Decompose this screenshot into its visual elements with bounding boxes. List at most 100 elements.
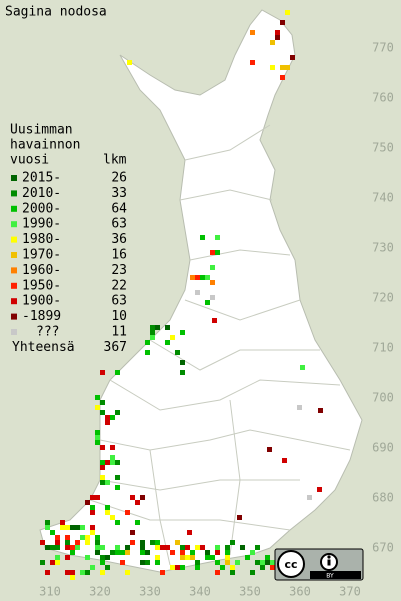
- legend-swatch: [11, 175, 17, 181]
- observation-square: [285, 65, 290, 70]
- observation-square: [175, 540, 180, 545]
- y-axis-label: 680: [372, 491, 394, 505]
- observation-square: [115, 370, 120, 375]
- legend-swatch: [11, 282, 17, 289]
- observation-square: [212, 318, 217, 323]
- x-axis-labels: 310 320 330 340 350 360 370: [39, 585, 361, 599]
- observation-square: [205, 275, 210, 280]
- observation-square: [140, 550, 145, 555]
- observation-square: [70, 545, 75, 550]
- observation-square: [170, 565, 175, 570]
- observation-square: [125, 570, 130, 575]
- legend-count-header: lkm: [103, 153, 127, 168]
- observation-square: [135, 520, 140, 525]
- observation-square: [260, 565, 265, 570]
- observation-square: [45, 520, 50, 525]
- legend-label: 1950-: [22, 278, 61, 293]
- observation-square: [110, 415, 115, 420]
- observation-square: [155, 540, 160, 545]
- observation-square: [105, 480, 110, 485]
- observation-square: [190, 550, 195, 555]
- observation-square: [155, 545, 160, 550]
- observation-square: [40, 560, 45, 565]
- observation-square: [55, 555, 60, 560]
- x-axis-label: 320: [89, 585, 111, 599]
- x-axis-label: 350: [239, 585, 261, 599]
- observation-square: [155, 555, 160, 560]
- legend-count: 23: [111, 263, 127, 278]
- observation-square: [215, 550, 220, 555]
- observation-square: [165, 325, 170, 330]
- legend-heading: vuosi: [10, 153, 49, 168]
- observation-square: [145, 550, 150, 555]
- observation-square: [300, 365, 305, 370]
- observation-square: [210, 295, 215, 300]
- observation-square: [255, 560, 260, 565]
- observation-square: [225, 550, 230, 555]
- observation-square: [100, 475, 105, 480]
- observation-square: [70, 550, 75, 555]
- observation-square: [55, 535, 60, 540]
- observation-square: [245, 555, 250, 560]
- observation-square: [95, 430, 100, 435]
- observation-square: [50, 560, 55, 565]
- observation-square: [270, 65, 275, 70]
- legend-count: 63: [111, 294, 127, 309]
- observation-square: [100, 410, 105, 415]
- observation-square: [205, 300, 210, 305]
- legend-swatch: [11, 313, 17, 320]
- observation-square: [205, 555, 210, 560]
- observation-square: [140, 545, 145, 550]
- observation-square: [80, 535, 85, 540]
- observation-square: [215, 560, 220, 565]
- observation-square: [100, 465, 105, 470]
- observation-square: [115, 410, 120, 415]
- observation-square: [317, 487, 322, 492]
- observation-square: [115, 460, 120, 465]
- observation-square: [180, 550, 185, 555]
- observation-square: [60, 520, 65, 525]
- legend-label: 2000-: [22, 201, 61, 216]
- observation-square: [265, 560, 270, 565]
- observation-square: [65, 570, 70, 575]
- y-axis-label: 740: [372, 191, 394, 205]
- observation-square: [250, 570, 255, 575]
- observation-square: [130, 530, 135, 535]
- observation-square: [127, 60, 132, 65]
- observation-square: [210, 250, 215, 255]
- observation-square: [225, 560, 230, 565]
- observation-square: [70, 575, 75, 580]
- observation-square: [45, 525, 50, 530]
- legend-swatch: [11, 267, 17, 274]
- y-axis-label: 760: [372, 91, 394, 105]
- observation-square: [45, 545, 50, 550]
- observation-square: [100, 545, 105, 550]
- observation-square: [85, 540, 90, 545]
- observation-square: [110, 445, 115, 450]
- observation-square: [115, 475, 120, 480]
- observation-square: [75, 525, 80, 530]
- legend-heading: Uusimman: [10, 123, 73, 138]
- observation-squares: [40, 10, 323, 580]
- by-text: BY: [326, 573, 334, 580]
- observation-square: [100, 400, 105, 405]
- observation-square: [230, 540, 235, 545]
- legend-label: 1990-: [22, 217, 61, 232]
- observation-square: [115, 520, 120, 525]
- observation-square: [55, 560, 60, 565]
- observation-square: [140, 540, 145, 545]
- observation-square: [130, 540, 135, 545]
- observation-square: [175, 565, 180, 570]
- observation-square: [160, 570, 165, 575]
- observation-square: [230, 570, 235, 575]
- region-borders: [89, 124, 351, 566]
- observation-square: [70, 570, 75, 575]
- observation-square: [235, 560, 240, 565]
- observation-square: [270, 40, 275, 45]
- observation-square: [85, 535, 90, 540]
- observation-square: [270, 560, 275, 565]
- observation-square: [280, 20, 285, 25]
- legend-count: 36: [111, 232, 127, 247]
- observation-square: [130, 495, 135, 500]
